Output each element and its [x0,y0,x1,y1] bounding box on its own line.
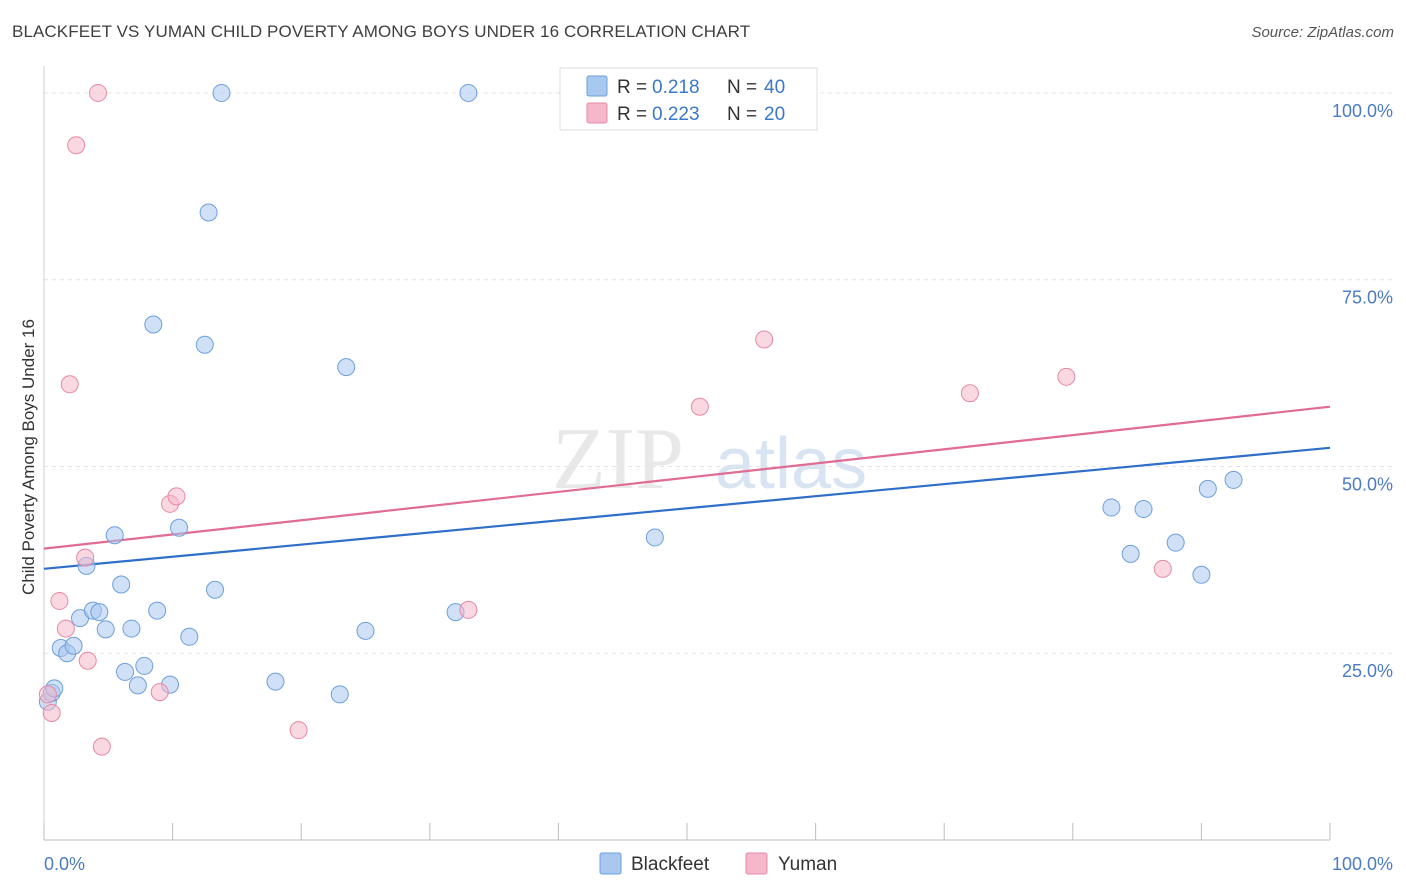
point-blackfeet-37 [1192,565,1211,584]
legend-swatch-yuman [745,852,768,875]
stats-legend-swatch-blackfeet [586,75,608,97]
point-yuman-10 [150,683,169,702]
trend-lines [43,405,1331,570]
point-blackfeet-9 [90,603,109,622]
stats-legend-n-value-yuman: 20 [764,104,785,125]
point-yuman-6 [76,548,95,567]
series-legend: Blackfeet Yuman [599,852,837,875]
point-yuman-12 [167,487,186,506]
point-blackfeet-5 [64,636,83,655]
chart-title: BLACKFEET VS YUMAN CHILD POVERTY AMONG B… [12,22,751,41]
point-blackfeet-18 [148,601,167,620]
point-yuman-19 [1153,559,1172,578]
point-yuman-15 [690,397,709,416]
point-yuman-9 [92,737,111,756]
point-yuman-14 [459,600,478,619]
point-blackfeet-17 [144,315,163,334]
point-yuman-7 [78,651,97,670]
stats-legend-swatch-yuman [586,102,608,124]
stats-legend-n-label-yuman: N = [727,104,757,125]
point-yuman-4 [60,375,79,394]
point-yuman-17 [960,384,979,403]
point-blackfeet-20 [170,518,189,537]
point-blackfeet-28 [337,358,356,377]
point-blackfeet-35 [1134,500,1153,519]
point-yuman-2 [50,591,69,610]
data-points [38,83,1243,756]
point-yuman-3 [56,619,75,638]
legend-label-blackfeet: Blackfeet [631,854,710,875]
point-yuman-18 [1057,367,1076,386]
stats-legend-n-label-blackfeet: N = [727,77,757,98]
grid [44,92,1392,654]
watermark-atlas: atlas [715,424,867,504]
x-tick-label-0: 0.0% [44,854,85,874]
legend-swatch-blackfeet [599,852,622,875]
point-yuman-16 [755,330,774,349]
point-blackfeet-31 [459,83,478,102]
point-blackfeet-13 [116,662,135,681]
stats-legend-r-value-yuman: 0.223 [652,104,700,125]
point-yuman-5 [67,136,86,155]
point-blackfeet-27 [330,685,349,704]
legend-label-yuman: Yuman [778,854,837,875]
stats-legend-n-value-blackfeet: 40 [764,77,785,98]
y-tick-label-75: 75.0% [1342,288,1393,308]
stats-legend-r-value-blackfeet: 0.218 [652,77,700,98]
point-blackfeet-23 [199,203,218,222]
y-tick-label-25: 25.0% [1342,661,1393,681]
point-blackfeet-15 [128,676,147,695]
point-blackfeet-39 [1224,470,1243,489]
point-blackfeet-12 [112,575,131,594]
point-blackfeet-22 [195,335,214,354]
stats-legend: R = 0.218 N = 40 R = 0.223 N = 20 [559,67,818,131]
x-tick-labels: 0.0% 100.0% [44,854,1393,874]
point-blackfeet-34 [1121,544,1140,563]
point-yuman-1 [42,704,61,722]
y-tick-label-100: 100.0% [1332,101,1393,121]
source-label: Source: ZipAtlas.com [1251,24,1394,41]
point-blackfeet-16 [135,656,154,675]
y-axis-label: Child Poverty Among Boys Under 16 [19,319,38,595]
x-tick-label-100: 100.0% [1332,854,1393,874]
point-yuman-0 [38,685,57,704]
point-blackfeet-11 [105,526,124,545]
trend-line-blackfeet [43,446,1331,570]
point-blackfeet-21 [180,627,199,646]
y-tick-label-50: 50.0% [1342,474,1393,494]
point-blackfeet-24 [206,580,225,599]
point-blackfeet-14 [122,619,141,638]
watermark-zip: ZIP [552,411,684,508]
trend-line-yuman [43,405,1331,550]
point-yuman-8 [89,83,108,102]
point-blackfeet-26 [266,672,285,691]
stats-legend-r-label-yuman: R = [617,104,647,125]
point-blackfeet-33 [1102,498,1121,517]
point-blackfeet-29 [356,621,375,640]
point-blackfeet-32 [645,528,664,547]
point-blackfeet-36 [1166,533,1185,552]
point-blackfeet-25 [212,83,231,102]
axes [43,66,1331,841]
point-blackfeet-10 [96,620,115,639]
point-yuman-13 [289,721,308,740]
point-blackfeet-38 [1198,479,1217,498]
watermark: ZIP atlas [552,411,867,508]
stats-legend-r-label-blackfeet: R = [617,77,647,98]
y-tick-labels: 100.0% 75.0% 50.0% 25.0% [1332,101,1393,681]
